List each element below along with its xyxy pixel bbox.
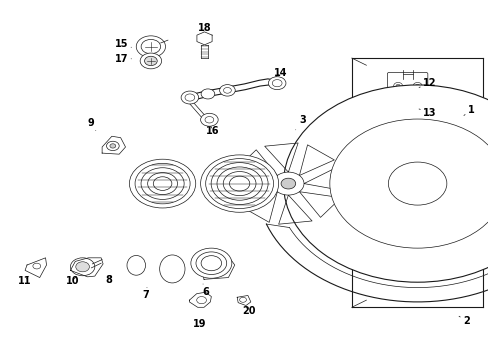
Text: 19: 19 <box>192 319 206 329</box>
Ellipse shape <box>127 256 145 275</box>
Circle shape <box>211 163 267 204</box>
FancyBboxPatch shape <box>386 72 427 93</box>
Circle shape <box>106 141 119 150</box>
Circle shape <box>110 144 116 148</box>
Text: 16: 16 <box>205 126 219 135</box>
Circle shape <box>196 297 206 304</box>
Circle shape <box>283 85 488 282</box>
Text: 18: 18 <box>197 23 211 33</box>
Circle shape <box>76 262 89 272</box>
Polygon shape <box>197 32 212 45</box>
Text: 5: 5 <box>139 191 149 204</box>
Text: 8: 8 <box>105 275 112 285</box>
Circle shape <box>136 36 165 57</box>
Circle shape <box>184 94 194 101</box>
Circle shape <box>144 56 157 66</box>
Text: 10: 10 <box>66 276 80 286</box>
Circle shape <box>153 177 171 190</box>
Ellipse shape <box>159 255 184 283</box>
Circle shape <box>387 162 446 205</box>
Circle shape <box>196 252 226 274</box>
Circle shape <box>201 256 221 271</box>
Text: 17: 17 <box>115 54 131 64</box>
Circle shape <box>415 108 422 113</box>
Circle shape <box>223 87 231 93</box>
Circle shape <box>272 80 282 87</box>
Circle shape <box>140 53 161 69</box>
Circle shape <box>204 117 213 123</box>
Text: 4: 4 <box>254 184 262 197</box>
Circle shape <box>190 248 231 278</box>
Circle shape <box>229 176 249 191</box>
Text: 6: 6 <box>202 284 208 297</box>
Ellipse shape <box>398 108 408 114</box>
Text: 2: 2 <box>458 316 469 325</box>
Circle shape <box>223 171 256 195</box>
Circle shape <box>412 82 421 89</box>
Text: 20: 20 <box>242 306 256 316</box>
Circle shape <box>219 85 235 96</box>
Circle shape <box>147 172 177 194</box>
FancyBboxPatch shape <box>379 102 427 120</box>
Circle shape <box>393 82 402 89</box>
Circle shape <box>200 155 278 212</box>
Text: 7: 7 <box>142 288 149 301</box>
Circle shape <box>395 84 399 87</box>
Circle shape <box>217 167 262 200</box>
Circle shape <box>135 163 190 204</box>
Text: 11: 11 <box>18 276 32 286</box>
Circle shape <box>141 168 184 199</box>
Circle shape <box>141 40 160 54</box>
Circle shape <box>281 178 295 189</box>
Circle shape <box>181 91 198 104</box>
Circle shape <box>70 258 95 276</box>
Circle shape <box>268 77 285 90</box>
Text: 12: 12 <box>418 78 436 88</box>
Circle shape <box>329 119 488 248</box>
Text: 15: 15 <box>115 40 131 49</box>
Text: 13: 13 <box>418 108 436 118</box>
Circle shape <box>272 172 304 195</box>
Circle shape <box>239 297 246 302</box>
Circle shape <box>205 159 273 208</box>
Circle shape <box>200 113 218 126</box>
Text: 3: 3 <box>295 115 306 130</box>
Circle shape <box>129 159 195 208</box>
Text: 9: 9 <box>87 118 96 131</box>
Circle shape <box>201 89 214 99</box>
Circle shape <box>415 84 419 87</box>
Circle shape <box>33 263 41 269</box>
Text: 14: 14 <box>274 68 287 78</box>
Text: 1: 1 <box>463 105 474 116</box>
Circle shape <box>384 108 391 113</box>
